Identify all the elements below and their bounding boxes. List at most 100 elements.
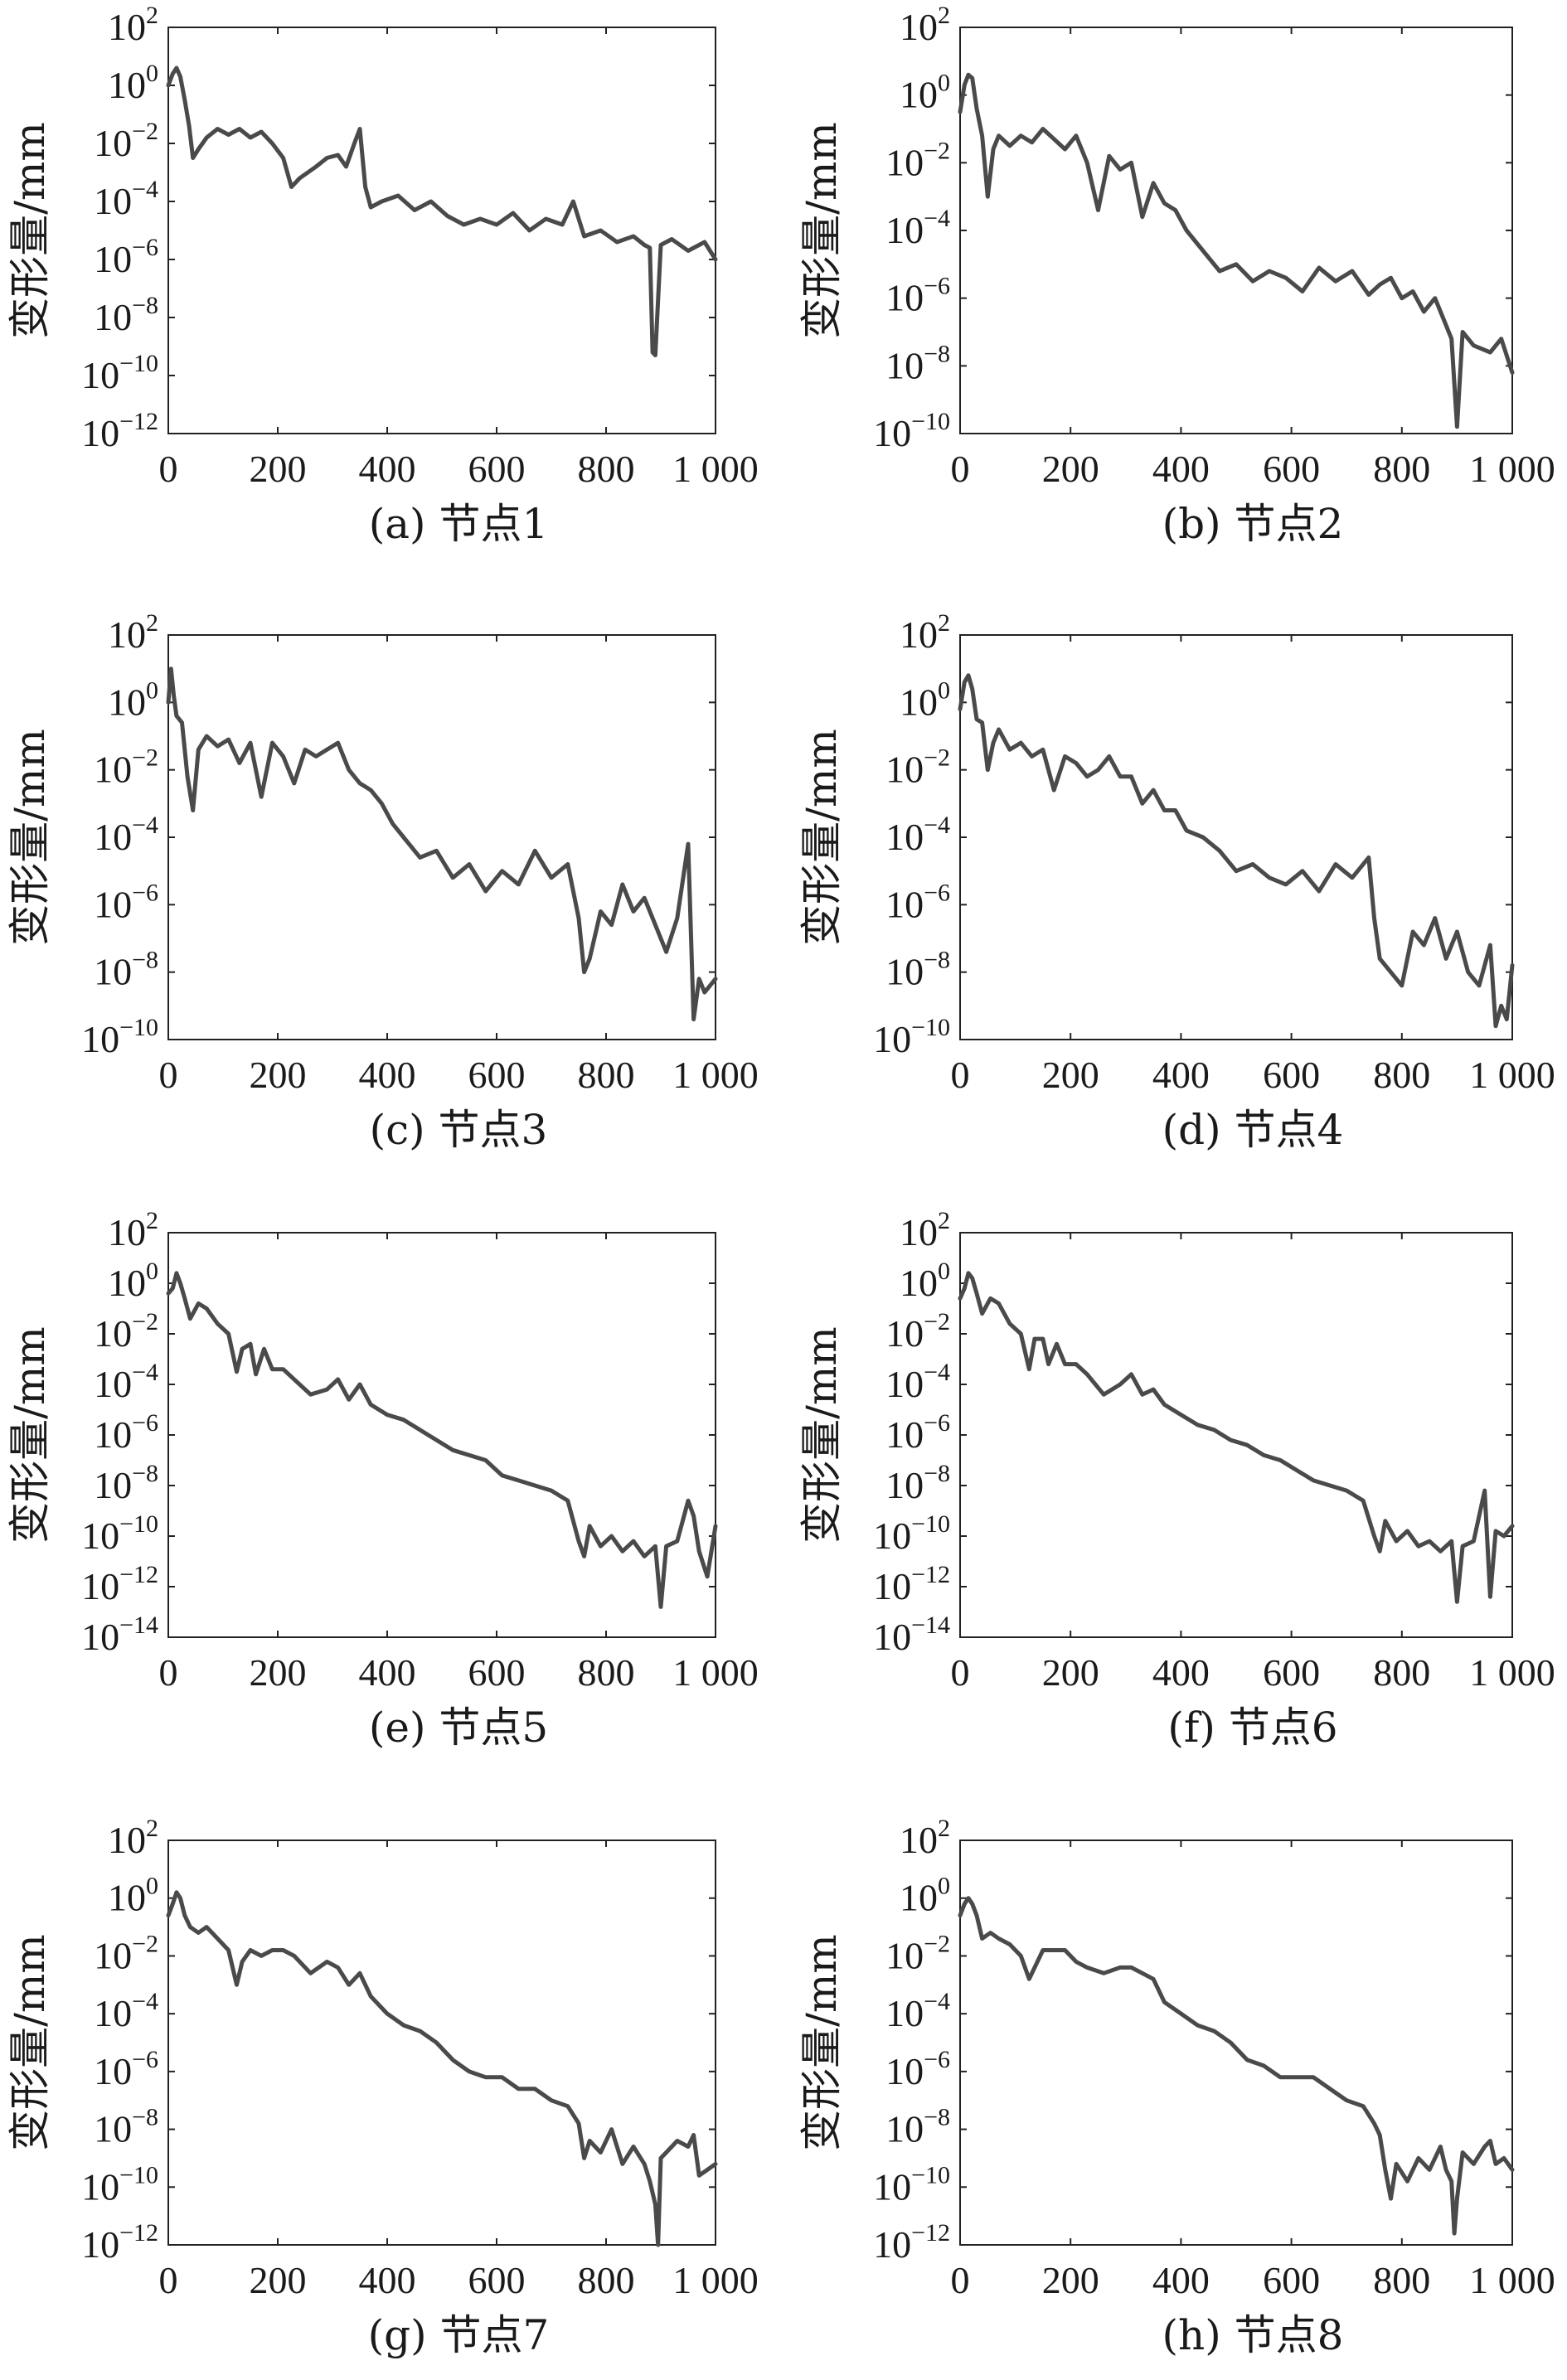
axes-frame-g	[167, 1840, 716, 2246]
y-tick-label: 100	[108, 1258, 158, 1304]
x-tick-label: 800	[1373, 1054, 1430, 1096]
axes-frame-a	[167, 27, 716, 434]
y-tick-label: 100	[108, 1873, 158, 1919]
panel-caption-g: (g) 节点7	[368, 2311, 550, 2359]
x-tick-label: 200	[250, 1054, 307, 1096]
y-tick-label: 100	[108, 60, 158, 106]
y-tick-label: 100	[900, 70, 950, 116]
x-tick-label: 200	[1042, 1054, 1099, 1096]
x-tick-label: 1 000	[672, 448, 759, 490]
y-tick-label: 10−2	[885, 137, 950, 183]
y-tick-label: 10−6	[94, 2046, 158, 2092]
y-tick-label: 10−8	[885, 947, 950, 993]
x-tick-label: 600	[468, 1651, 526, 1694]
panel-caption-c: (c) 节点3	[370, 1106, 548, 1154]
x-tick-label: 1 000	[1469, 2259, 1555, 2301]
panel-caption-f: (f) 节点6	[1167, 1704, 1337, 1752]
y-tick-label: 10−4	[885, 812, 950, 858]
y-tick-label: 10−6	[94, 1409, 158, 1456]
y-tick-label: 100	[900, 676, 950, 723]
x-tick-label: 600	[468, 1054, 526, 1096]
series-line-g	[166, 1890, 718, 2247]
axes-frame-h	[959, 1840, 1513, 2246]
axes-frame-f	[959, 1232, 1513, 1638]
x-tick-label: 800	[1373, 1651, 1430, 1694]
x-tick-label: 200	[250, 448, 307, 490]
x-tick-label: 200	[250, 2259, 307, 2301]
y-tick-label: 10−8	[94, 1460, 158, 1506]
axes-frame-d	[959, 634, 1513, 1040]
x-tick-label: 400	[1152, 1054, 1210, 1096]
y-axis-label: 变形量/mm	[798, 122, 846, 339]
y-tick-label: 102	[108, 609, 158, 656]
axes-frame-c	[167, 634, 716, 1040]
y-tick-label: 10−14	[81, 1612, 158, 1658]
y-tick-label: 100	[900, 1258, 950, 1304]
x-tick-label: 800	[578, 2259, 635, 2301]
x-tick-label: 0	[159, 1054, 178, 1096]
series-line-c	[166, 666, 718, 1022]
y-tick-label: 102	[900, 1815, 950, 1861]
x-tick-label: 0	[951, 448, 970, 490]
series-line-h	[958, 1896, 1515, 2236]
panel-f: 0 200 400 600 800 1 000 102 10010−210−410−610−8…	[798, 1207, 1555, 1752]
x-tick-label: 600	[1263, 1651, 1320, 1694]
x-tick-label: 200	[1042, 448, 1099, 490]
x-tick-label: 600	[468, 448, 526, 490]
x-tick-label: 400	[359, 2259, 416, 2301]
panel-e: 0 200 400 600 800 1 000 102 10010−210−410−610−8…	[6, 1207, 759, 1752]
x-tick-label: 0	[951, 1651, 970, 1694]
x-tick-label: 800	[578, 1651, 635, 1694]
x-tick-label: 400	[1152, 2259, 1210, 2301]
y-tick-label: 10−6	[94, 234, 158, 280]
y-tick-label: 10−2	[885, 744, 950, 791]
panel-caption-a: (a) 节点1	[369, 500, 549, 548]
y-tick-label: 10−8	[885, 2104, 950, 2150]
panel-a: 0 200 400 600 800 1 000 102 100 10−2 10−4 10−6 10−8…	[6, 2, 759, 548]
y-tick-label: 10−4	[94, 176, 158, 222]
y-tick-label: 10−6	[885, 1409, 950, 1456]
y-tick-label: 10−10	[81, 1510, 158, 1557]
y-tick-label: 10−8	[94, 292, 158, 338]
y-axis-label: 变形量/mm	[798, 1326, 846, 1544]
y-axis-label: 变形量/mm	[6, 122, 54, 339]
y-tick-label: 10−6	[885, 273, 950, 319]
y-tick-label: 10−2	[94, 118, 158, 164]
x-tick-label: 200	[1042, 2259, 1099, 2301]
x-tick-label: 400	[1152, 1651, 1210, 1694]
y-tick-label: 10−12	[873, 2219, 950, 2266]
y-tick-label: 100	[108, 676, 158, 723]
x-tick-label: 0	[159, 1651, 178, 1694]
x-tick-label: 800	[1373, 448, 1430, 490]
x-tick-label: 400	[359, 1651, 416, 1694]
y-tick-label: 10−4	[94, 812, 158, 858]
y-tick-label: 10−10	[81, 1014, 158, 1060]
y-tick-label: 10−2	[94, 744, 158, 791]
y-axis-label: 变形量/mm	[798, 729, 846, 946]
panel-c: 0 200 400 600 800 1 000 102 100 10−2 10−4 10−6 10−8…	[6, 609, 759, 1154]
x-tick-label: 1 000	[1469, 448, 1555, 490]
y-tick-label: 102	[108, 2, 158, 48]
y-tick-label: 10−4	[885, 1988, 950, 2034]
y-tick-label: 10−12	[873, 1561, 950, 1607]
y-axis-label: 变形量/mm	[6, 729, 54, 946]
x-tick-label: 0	[951, 1054, 970, 1096]
series-line-e	[166, 1271, 718, 1609]
axes-frame-b	[959, 27, 1513, 434]
panel-caption-b: (b) 节点2	[1162, 500, 1344, 548]
y-tick-label: 102	[900, 2, 950, 48]
y-tick-label: 10−2	[885, 1308, 950, 1355]
x-tick-label: 400	[1152, 448, 1210, 490]
x-tick-label: 600	[1263, 2259, 1320, 2301]
y-tick-label: 10−10	[873, 2161, 950, 2208]
y-tick-label: 10−12	[81, 408, 158, 454]
y-tick-label: 10−6	[94, 879, 158, 925]
y-tick-label: 10−4	[94, 1359, 158, 1405]
x-tick-label: 800	[578, 1054, 635, 1096]
x-tick-label: 800	[578, 448, 635, 490]
x-tick-label: 400	[359, 448, 416, 490]
x-tick-label: 0	[159, 448, 178, 490]
y-tick-label: 10−4	[885, 1359, 950, 1405]
